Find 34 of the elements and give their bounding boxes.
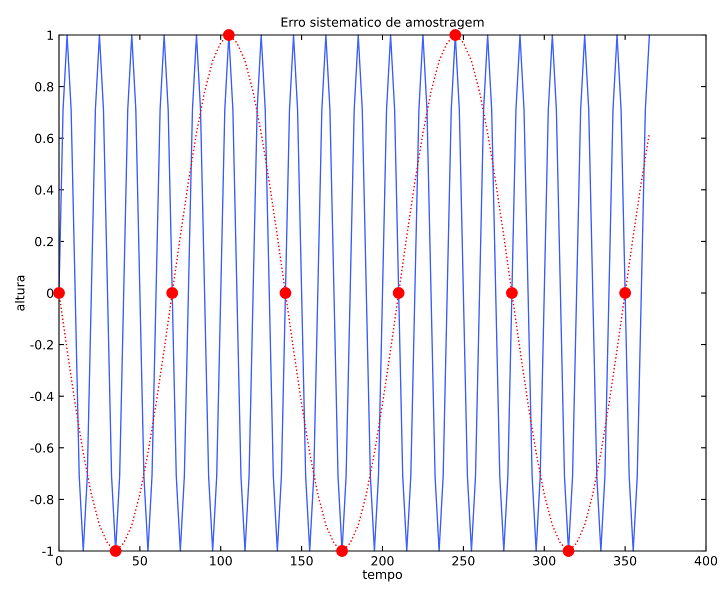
chart-title: Erro sistematico de amostragem: [282, 17, 484, 30]
y-tick-label: -0.8: [30, 494, 54, 504]
x-axis-title: tempo: [362, 570, 402, 582]
point: [619, 287, 631, 299]
point: [562, 545, 574, 557]
x-tick-label: 300: [533, 556, 556, 566]
point: [222, 29, 235, 41]
x-tick-label: 150: [291, 556, 313, 566]
point: [336, 545, 348, 557]
y-tick-label: 1: [48, 30, 53, 40]
x-tick-label: 400: [694, 556, 718, 566]
x-tick-label: 50: [132, 556, 147, 566]
point: [53, 287, 65, 299]
x-tick-label: 200: [371, 556, 394, 566]
y-tick-label: 0.2: [35, 236, 53, 246]
x-tick-label: 250: [452, 556, 474, 566]
x-tick-label: 100: [210, 556, 232, 566]
y-tick-label: 0.6: [35, 134, 54, 144]
point: [392, 287, 405, 299]
x-tick-label: 0: [56, 556, 62, 566]
y-tick-label: -0.4: [30, 392, 54, 402]
point: [506, 287, 518, 299]
point: [449, 29, 462, 41]
y-tick-label: 0.8: [35, 82, 54, 92]
point: [110, 545, 122, 557]
x-tick-label: 350: [614, 556, 636, 566]
y-axis-title: altura: [14, 276, 25, 311]
point: [280, 287, 292, 299]
y-tick-label: -0.6: [30, 443, 54, 453]
y-tick-label: -0.2: [30, 340, 53, 350]
y-tick-label: 0.4: [35, 185, 54, 195]
y-tick-label: -1: [42, 546, 53, 556]
y-tick-label: 0: [47, 288, 54, 298]
point: [166, 287, 178, 299]
